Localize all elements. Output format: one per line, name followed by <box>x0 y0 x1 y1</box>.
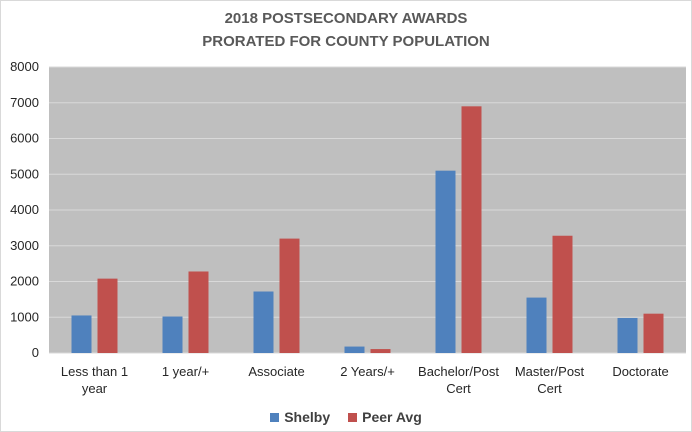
legend: Shelby Peer Avg <box>0 409 692 425</box>
x-category-label: Doctorate <box>612 364 668 379</box>
y-tick-label: 2000 <box>10 274 39 289</box>
bar-shelby <box>435 170 456 353</box>
x-category-label: Less than 1 <box>61 364 128 379</box>
bar-peer-avg <box>188 271 209 353</box>
x-category-label: 2 Years/+ <box>340 364 395 379</box>
bar-peer-avg <box>461 106 482 353</box>
x-category-label: 1 year/+ <box>162 364 209 379</box>
y-tick-label: 5000 <box>10 166 39 181</box>
x-category-label: Cert <box>446 381 471 396</box>
bar-shelby <box>71 315 92 353</box>
y-tick-label: 3000 <box>10 238 39 253</box>
bar-shelby <box>344 346 365 353</box>
bar-shelby <box>253 291 274 353</box>
bar-peer-avg <box>552 235 573 353</box>
y-tick-label: 0 <box>32 345 39 360</box>
legend-label-shelby: Shelby <box>284 409 331 425</box>
bar-peer-avg <box>643 313 664 353</box>
y-tick-label: 6000 <box>10 131 39 146</box>
y-tick-label: 8000 <box>10 59 39 74</box>
chart-title-line1: 2018 POSTSECONDARY AWARDS <box>224 10 468 27</box>
bar-shelby <box>162 316 183 353</box>
bar-shelby <box>526 297 547 353</box>
legend-item-peer-avg: Peer Avg <box>348 409 422 425</box>
chart-title-line2: PRORATED FOR COUNTY POPULATION <box>202 33 490 50</box>
x-category-label: year <box>82 381 108 396</box>
bar-peer-avg <box>370 349 391 353</box>
legend-label-peer-avg: Peer Avg <box>362 409 422 425</box>
legend-swatch-shelby <box>270 412 280 422</box>
y-tick-label: 7000 <box>10 95 39 110</box>
x-category-label: Associate <box>248 364 304 379</box>
legend-item-shelby: Shelby <box>270 409 330 425</box>
bar-shelby <box>617 317 638 353</box>
y-tick-label: 4000 <box>10 202 39 217</box>
x-category-label: Cert <box>537 381 562 396</box>
bar-peer-avg <box>97 278 118 353</box>
x-category-label: Master/Post <box>515 364 585 379</box>
bar-peer-avg <box>279 238 300 353</box>
x-category-label: Bachelor/Post <box>418 364 499 379</box>
legend-swatch-peer-avg <box>348 412 358 422</box>
y-tick-label: 1000 <box>10 309 39 324</box>
